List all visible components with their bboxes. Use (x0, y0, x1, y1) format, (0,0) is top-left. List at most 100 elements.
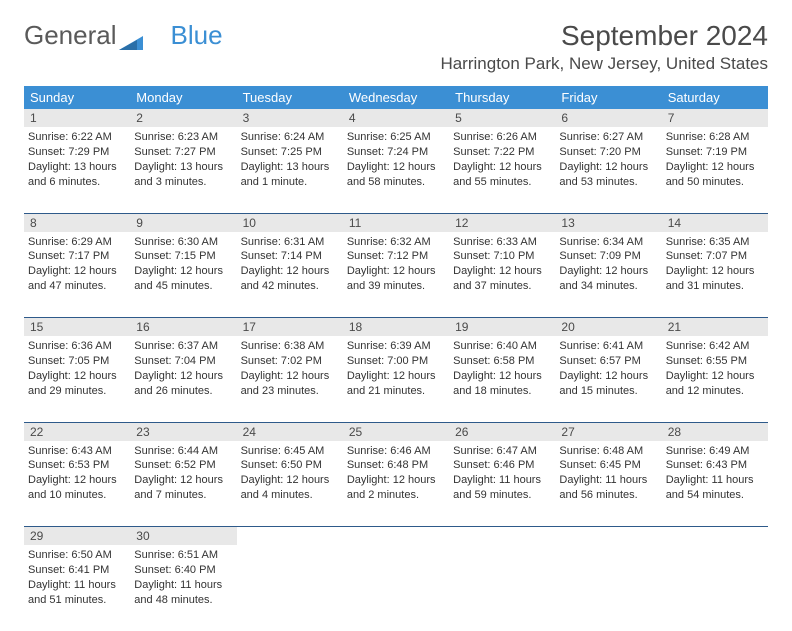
logo-text-2: Blue (171, 20, 223, 51)
day-cell: Sunrise: 6:48 AMSunset: 6:45 PMDaylight:… (555, 441, 661, 527)
day-header-row: SundayMondayTuesdayWednesdayThursdayFrid… (24, 86, 768, 109)
day-cell: Sunrise: 6:50 AMSunset: 6:41 PMDaylight:… (24, 545, 130, 631)
sunrise: Sunrise: 6:32 AM (347, 235, 445, 250)
day-number-cell: 20 (555, 318, 661, 337)
day-header: Thursday (449, 86, 555, 109)
day-number-cell: 17 (237, 318, 343, 337)
day-cell: Sunrise: 6:46 AMSunset: 6:48 PMDaylight:… (343, 441, 449, 527)
sunrise: Sunrise: 6:36 AM (28, 339, 126, 354)
day-cell: Sunrise: 6:39 AMSunset: 7:00 PMDaylight:… (343, 336, 449, 422)
month-title: September 2024 (440, 20, 768, 52)
daylight: Daylight: 11 hours and 54 minutes. (666, 473, 764, 503)
sunrise: Sunrise: 6:35 AM (666, 235, 764, 250)
day-cell: Sunrise: 6:24 AMSunset: 7:25 PMDaylight:… (237, 127, 343, 213)
daylight: Daylight: 12 hours and 55 minutes. (453, 160, 551, 190)
daylight: Daylight: 12 hours and 37 minutes. (453, 264, 551, 294)
day-cell: Sunrise: 6:41 AMSunset: 6:57 PMDaylight:… (555, 336, 661, 422)
sunrise: Sunrise: 6:34 AM (559, 235, 657, 250)
sunrise: Sunrise: 6:27 AM (559, 130, 657, 145)
day-cell: Sunrise: 6:33 AMSunset: 7:10 PMDaylight:… (449, 232, 555, 318)
day-cell: Sunrise: 6:49 AMSunset: 6:43 PMDaylight:… (662, 441, 768, 527)
day-number-cell: 26 (449, 422, 555, 441)
day-number-cell (555, 527, 661, 546)
sunset: Sunset: 7:09 PM (559, 249, 657, 264)
daynum-row: 1234567 (24, 109, 768, 127)
day-number-cell: 14 (662, 213, 768, 232)
sunset: Sunset: 7:19 PM (666, 145, 764, 160)
day-number-cell: 27 (555, 422, 661, 441)
daylight: Daylight: 11 hours and 56 minutes. (559, 473, 657, 503)
sunset: Sunset: 6:57 PM (559, 354, 657, 369)
sunset: Sunset: 6:48 PM (347, 458, 445, 473)
sunrise: Sunrise: 6:50 AM (28, 548, 126, 563)
daylight: Daylight: 12 hours and 21 minutes. (347, 369, 445, 399)
day-cell: Sunrise: 6:36 AMSunset: 7:05 PMDaylight:… (24, 336, 130, 422)
sunrise: Sunrise: 6:48 AM (559, 444, 657, 459)
day-header: Wednesday (343, 86, 449, 109)
day-number-cell (662, 527, 768, 546)
day-cell: Sunrise: 6:42 AMSunset: 6:55 PMDaylight:… (662, 336, 768, 422)
day-cell: Sunrise: 6:31 AMSunset: 7:14 PMDaylight:… (237, 232, 343, 318)
sunrise: Sunrise: 6:49 AM (666, 444, 764, 459)
day-number-cell: 9 (130, 213, 236, 232)
header: General Blue September 2024 Harrington P… (0, 0, 792, 78)
day-number-cell: 18 (343, 318, 449, 337)
sunset: Sunset: 7:25 PM (241, 145, 339, 160)
day-cell (237, 545, 343, 631)
daylight: Daylight: 12 hours and 45 minutes. (134, 264, 232, 294)
day-number-cell: 24 (237, 422, 343, 441)
sunrise: Sunrise: 6:45 AM (241, 444, 339, 459)
day-cell: Sunrise: 6:26 AMSunset: 7:22 PMDaylight:… (449, 127, 555, 213)
daylight: Daylight: 12 hours and 23 minutes. (241, 369, 339, 399)
day-cell: Sunrise: 6:23 AMSunset: 7:27 PMDaylight:… (130, 127, 236, 213)
day-cell: Sunrise: 6:22 AMSunset: 7:29 PMDaylight:… (24, 127, 130, 213)
daylight: Daylight: 11 hours and 48 minutes. (134, 578, 232, 608)
sunrise: Sunrise: 6:29 AM (28, 235, 126, 250)
day-number-cell: 8 (24, 213, 130, 232)
day-cell: Sunrise: 6:27 AMSunset: 7:20 PMDaylight:… (555, 127, 661, 213)
sunrise: Sunrise: 6:24 AM (241, 130, 339, 145)
day-number-cell: 25 (343, 422, 449, 441)
daynum-row: 2930 (24, 527, 768, 546)
sunset: Sunset: 7:14 PM (241, 249, 339, 264)
day-header: Saturday (662, 86, 768, 109)
daylight: Daylight: 12 hours and 12 minutes. (666, 369, 764, 399)
daylight: Daylight: 11 hours and 51 minutes. (28, 578, 126, 608)
logo-text-1: General (24, 20, 117, 51)
sunset: Sunset: 7:00 PM (347, 354, 445, 369)
sunset: Sunset: 6:40 PM (134, 563, 232, 578)
sunrise: Sunrise: 6:28 AM (666, 130, 764, 145)
day-cell: Sunrise: 6:35 AMSunset: 7:07 PMDaylight:… (662, 232, 768, 318)
sunset: Sunset: 6:55 PM (666, 354, 764, 369)
day-number-cell: 19 (449, 318, 555, 337)
day-cell: Sunrise: 6:37 AMSunset: 7:04 PMDaylight:… (130, 336, 236, 422)
day-number-cell: 21 (662, 318, 768, 337)
week-row: Sunrise: 6:50 AMSunset: 6:41 PMDaylight:… (24, 545, 768, 631)
sunset: Sunset: 7:22 PM (453, 145, 551, 160)
daylight: Daylight: 12 hours and 29 minutes. (28, 369, 126, 399)
day-header: Friday (555, 86, 661, 109)
daylight: Daylight: 12 hours and 53 minutes. (559, 160, 657, 190)
day-number-cell: 30 (130, 527, 236, 546)
week-row: Sunrise: 6:29 AMSunset: 7:17 PM Daylight:… (24, 232, 768, 318)
day-number-cell: 13 (555, 213, 661, 232)
sunrise: Sunrise: 6:37 AM (134, 339, 232, 354)
day-number-cell: 22 (24, 422, 130, 441)
day-number-cell: 5 (449, 109, 555, 127)
sunset: Sunset: 7:17 PM (28, 249, 126, 264)
sunrise: Sunrise: 6:41 AM (559, 339, 657, 354)
day-number-cell: 16 (130, 318, 236, 337)
sunset: Sunset: 6:58 PM (453, 354, 551, 369)
day-header: Monday (130, 86, 236, 109)
sunrise: Sunrise: 6:51 AM (134, 548, 232, 563)
logo: General Blue (24, 20, 223, 51)
day-number-cell: 2 (130, 109, 236, 127)
daylight: Daylight: 12 hours and 58 minutes. (347, 160, 445, 190)
daylight: Daylight: 12 hours and 18 minutes. (453, 369, 551, 399)
day-cell: Sunrise: 6:40 AMSunset: 6:58 PMDaylight:… (449, 336, 555, 422)
day-number-cell (449, 527, 555, 546)
day-cell: Sunrise: 6:34 AMSunset: 7:09 PMDaylight:… (555, 232, 661, 318)
day-cell: Sunrise: 6:32 AMSunset: 7:12 PMDaylight:… (343, 232, 449, 318)
sunset: Sunset: 7:10 PM (453, 249, 551, 264)
sunrise: Sunrise: 6:38 AM (241, 339, 339, 354)
